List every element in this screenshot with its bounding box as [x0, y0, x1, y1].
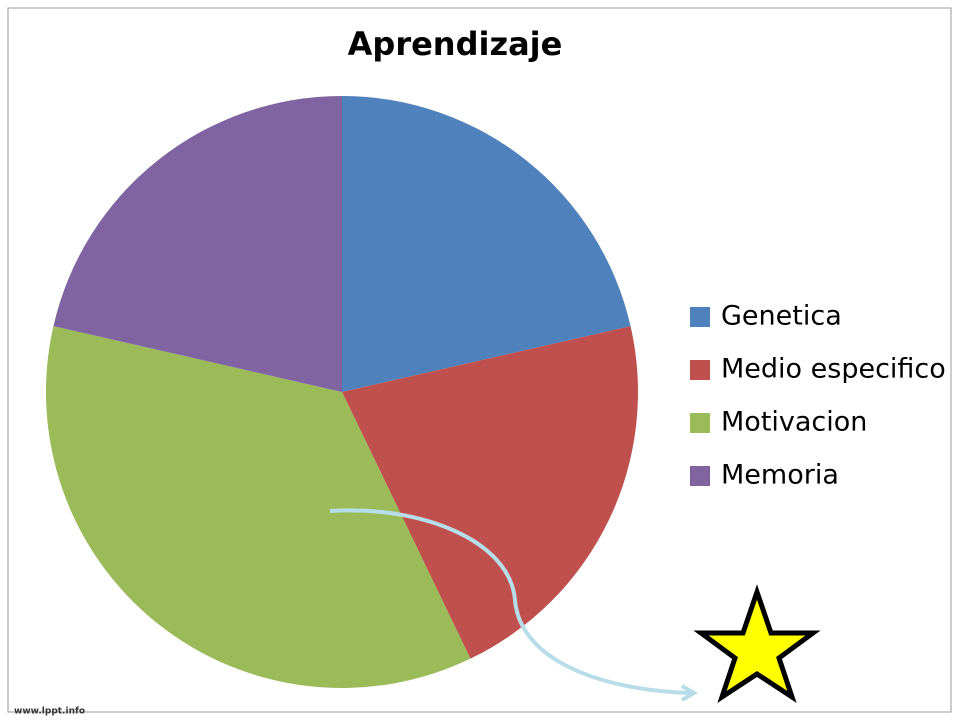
chart-title: Aprendizaje [348, 25, 563, 63]
legend-label: Memoria [721, 460, 839, 491]
pie-slice [45, 326, 471, 688]
pie-slice [342, 96, 631, 392]
arrow [329, 508, 691, 695]
pie-slice [342, 326, 639, 659]
legend-swatch [690, 360, 710, 380]
legend-label: Motivacion [721, 407, 867, 438]
legend-label: Genetica [721, 301, 842, 332]
legend-label: Medio especifico [721, 354, 946, 385]
pie [45, 96, 639, 688]
legend-swatch [690, 307, 710, 327]
legend-swatch [690, 413, 710, 433]
star [693, 584, 821, 704]
arrow-head [680, 684, 698, 702]
footer: www.lppt.info [14, 707, 85, 717]
pie-slice [53, 96, 343, 392]
legend-swatch [690, 466, 710, 486]
legend: Genetica Medio especifico Motivacion Memori… [690, 301, 946, 491]
